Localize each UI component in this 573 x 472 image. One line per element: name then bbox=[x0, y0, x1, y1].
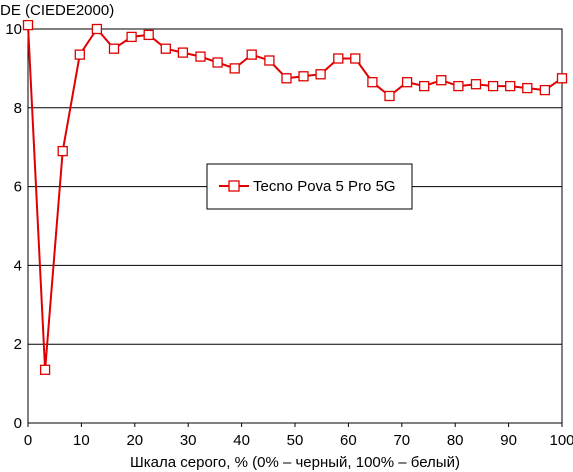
data-point-8 bbox=[160, 43, 171, 54]
data-point-7 bbox=[143, 29, 154, 41]
x-tick-label-60: 60 bbox=[340, 432, 357, 449]
x-tick-label-90: 90 bbox=[500, 432, 517, 449]
data-point-29 bbox=[522, 82, 533, 94]
data-point-21 bbox=[384, 90, 395, 102]
y-axis-label: DE (CIEDE2000) bbox=[0, 2, 114, 19]
x-tick-label-30: 30 bbox=[180, 432, 197, 449]
data-point-23 bbox=[419, 80, 430, 92]
data-point-11 bbox=[212, 57, 223, 68]
data-point-22 bbox=[401, 77, 413, 88]
x-tick-label-10: 10 bbox=[73, 432, 90, 449]
y-tick-label-2: 2 bbox=[14, 336, 22, 353]
x-axis-label: Шкала серого, % (0% – черный, 100% – бел… bbox=[130, 454, 460, 471]
data-point-30 bbox=[539, 84, 551, 96]
data-point-18 bbox=[333, 53, 344, 64]
data-point-19 bbox=[350, 53, 361, 64]
y-tick-label-6: 6 bbox=[14, 179, 22, 196]
legend-marker-sample bbox=[228, 180, 240, 192]
data-point-0 bbox=[22, 19, 34, 31]
x-tick-label-20: 20 bbox=[126, 432, 143, 449]
data-point-13 bbox=[246, 49, 257, 60]
gridlines bbox=[28, 107, 562, 345]
legend: Tecno Pova 5 Pro 5G bbox=[206, 163, 413, 210]
data-point-9 bbox=[177, 47, 189, 58]
data-point-12 bbox=[229, 63, 240, 74]
x-tick-labels: 0 10 20 30 40 50 60 70 80 90 100 bbox=[24, 423, 573, 449]
data-point-3 bbox=[74, 49, 85, 60]
x-tick-label-70: 70 bbox=[393, 432, 410, 449]
data-point-31 bbox=[556, 73, 568, 84]
data-point-6 bbox=[126, 31, 137, 43]
data-point-16 bbox=[298, 71, 309, 82]
data-point-2 bbox=[57, 145, 68, 157]
data-point-26 bbox=[470, 79, 482, 90]
x-tick-label-100: 100 bbox=[549, 432, 573, 449]
legend-series-name: Tecno Pova 5 Pro 5G bbox=[253, 178, 396, 195]
data-point-25 bbox=[453, 80, 464, 92]
data-point-27 bbox=[487, 80, 499, 92]
data-point-4 bbox=[91, 23, 103, 35]
data-point-28 bbox=[505, 80, 516, 92]
x-tick-label-40: 40 bbox=[233, 432, 250, 449]
series-group bbox=[22, 19, 568, 375]
data-point-1 bbox=[39, 364, 51, 375]
x-tick-label-0: 0 bbox=[24, 432, 32, 449]
y-tick-labels: 0 2 4 6 8 10 bbox=[5, 21, 22, 432]
y-tick-label-0: 0 bbox=[14, 415, 22, 432]
data-point-17 bbox=[315, 69, 326, 80]
y-tick-label-10: 10 bbox=[5, 21, 22, 38]
data-point-10 bbox=[195, 51, 206, 62]
y-tick-label-4: 4 bbox=[14, 257, 22, 274]
data-point-20 bbox=[367, 77, 378, 88]
data-point-5 bbox=[108, 43, 120, 54]
data-point-14 bbox=[264, 55, 275, 66]
data-point-24 bbox=[436, 75, 447, 86]
data-point-15 bbox=[281, 73, 292, 84]
x-tick-label-80: 80 bbox=[447, 432, 464, 449]
x-tick-label-50: 50 bbox=[287, 432, 304, 449]
y-tick-label-8: 8 bbox=[14, 100, 22, 117]
plot-area bbox=[27, 28, 563, 424]
